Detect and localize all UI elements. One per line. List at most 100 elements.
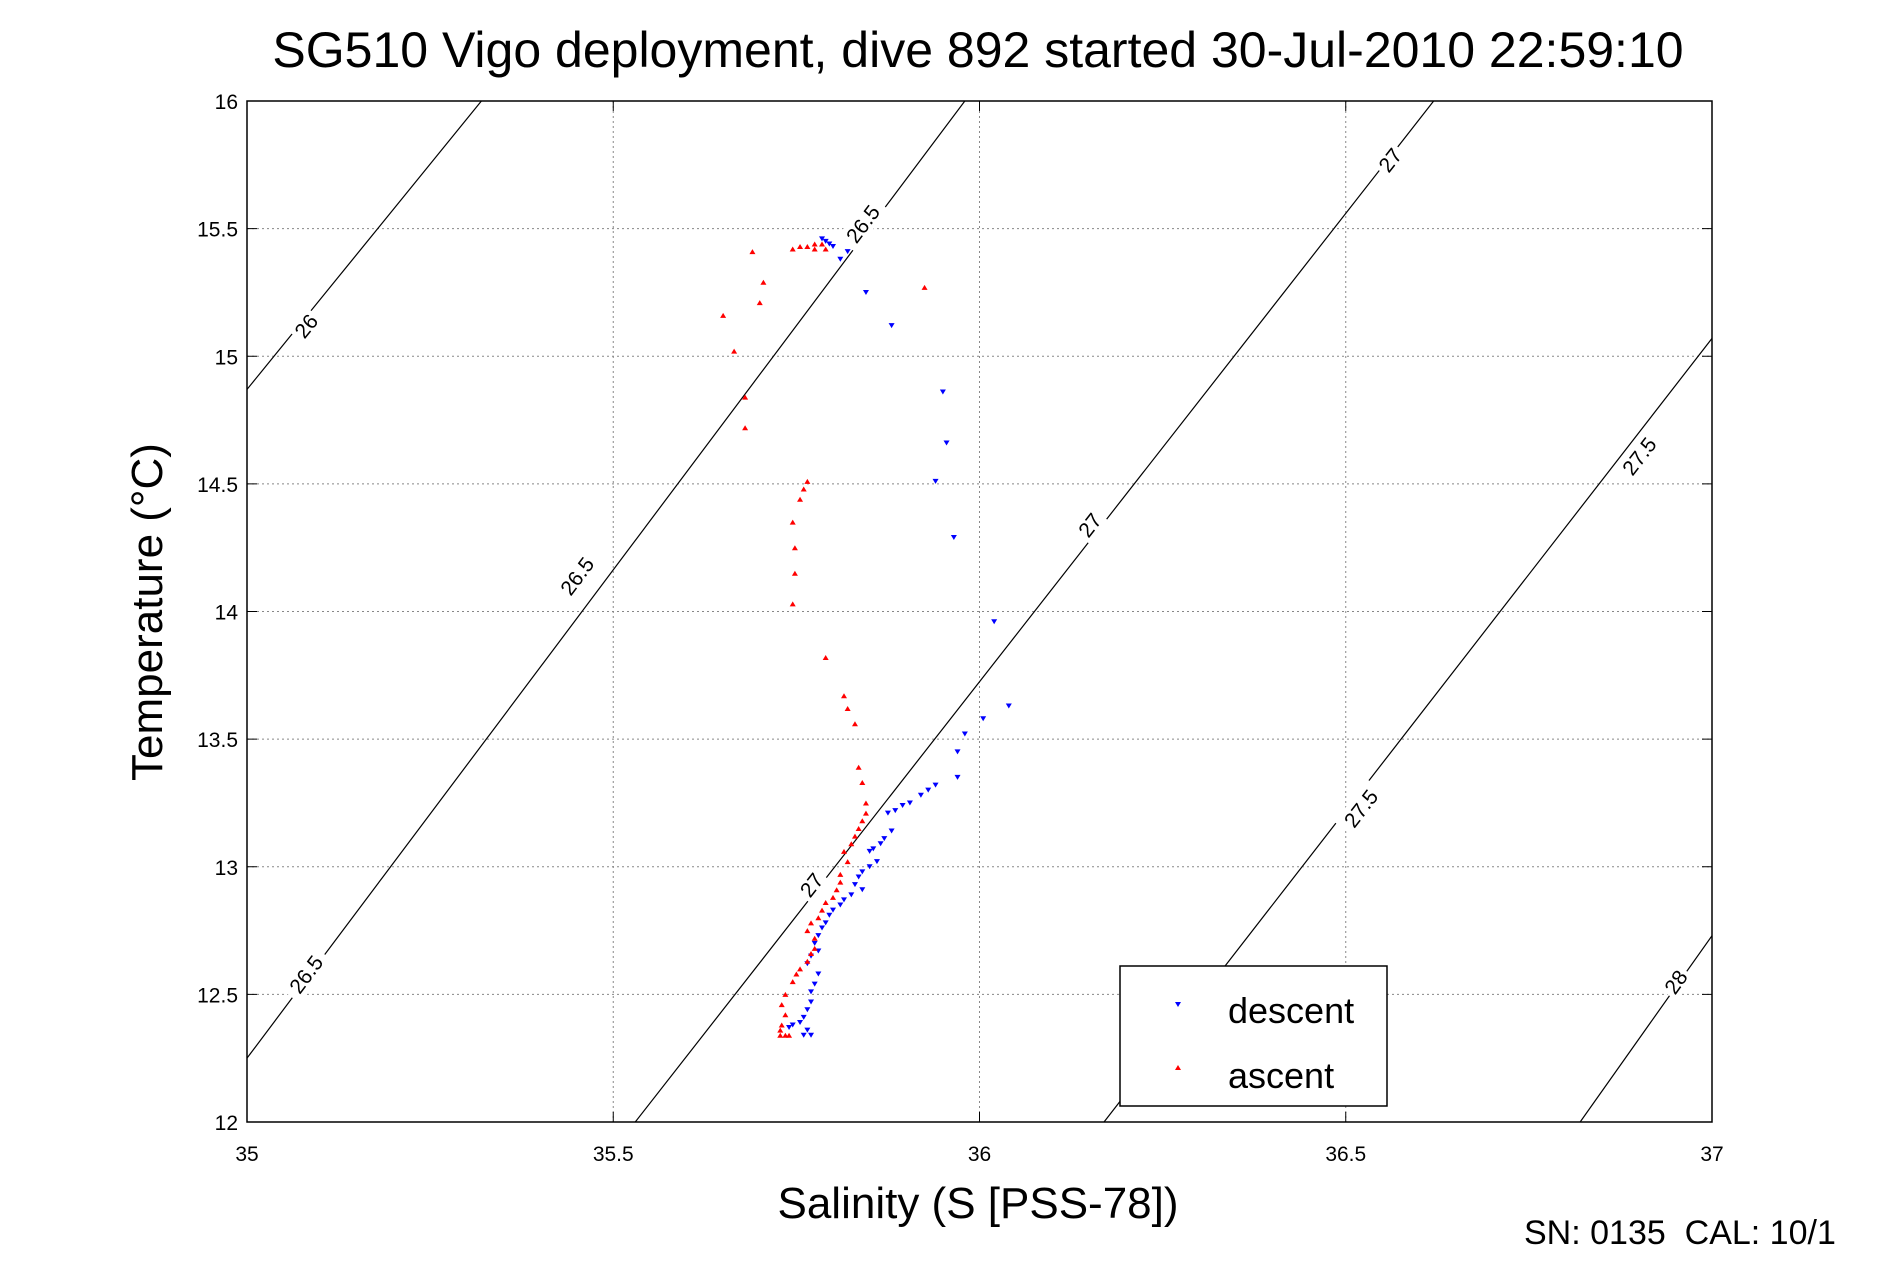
y-axis-label: Temperature (°C) <box>123 443 172 781</box>
isopycnal-label-bg <box>1371 140 1409 179</box>
ascent-point <box>778 1002 785 1008</box>
descent-point <box>939 389 946 395</box>
ascent-point <box>808 920 815 926</box>
ascent-point <box>782 1032 789 1038</box>
descent-point <box>906 800 913 806</box>
ascent-point <box>749 249 756 255</box>
legend: descent ascent <box>1119 965 1388 1107</box>
serial-calibration-footer: SN: 0135 CAL: 10/1 <box>1524 1214 1836 1252</box>
ascent-point <box>777 1032 784 1038</box>
isopycnal-label-bg <box>1070 505 1109 544</box>
ascent-point <box>804 478 811 484</box>
isopycnal-label-bg <box>836 194 889 253</box>
y-tick-label: 14.5 <box>197 474 238 497</box>
ascent-point <box>855 764 862 770</box>
ascent-point <box>760 279 767 285</box>
descent-point <box>980 716 987 722</box>
descent-point <box>888 828 895 834</box>
descent-point <box>859 869 866 875</box>
ascent-point <box>837 879 844 885</box>
isopycnal-label-bg <box>1612 427 1665 485</box>
ascent-point <box>840 848 847 854</box>
descent-point <box>954 749 961 755</box>
ascent-point <box>777 1027 784 1033</box>
axis-ticks: 35 35.5 36 36.5 37 12 12.5 13 13.5 14 14.5 15 15.5 16 <box>197 91 1724 1166</box>
x-axis-label: Salinity (S [PSS-78]) <box>777 1179 1178 1228</box>
descent-point <box>848 892 855 898</box>
descent-point <box>925 787 932 793</box>
isopycnal-label-bg <box>286 306 325 345</box>
ascent-point <box>819 907 826 913</box>
isopycnal-label-bg <box>792 865 830 904</box>
x-tick-label: 35 <box>235 1143 258 1166</box>
descent-point <box>800 1032 807 1038</box>
descent-point <box>804 1027 811 1033</box>
descent-point <box>943 440 950 446</box>
descent-point <box>961 731 968 737</box>
ascent-point <box>822 246 829 252</box>
descent-point <box>862 289 869 295</box>
descent-point <box>866 848 873 854</box>
ascent-point <box>804 928 811 934</box>
descent-point <box>830 907 836 913</box>
ascent-point <box>791 545 798 551</box>
ascent-point <box>811 241 818 247</box>
ascent-point <box>797 966 804 972</box>
ascent-point <box>720 312 727 318</box>
ascent-point <box>921 284 928 290</box>
ascent-point <box>848 841 855 847</box>
descent-point <box>811 981 818 987</box>
ascent-point <box>789 601 796 607</box>
ascent-series <box>720 241 928 1038</box>
ascent-point <box>789 519 796 525</box>
descent-point <box>917 792 924 798</box>
descent-point <box>826 241 833 247</box>
ascent-point <box>844 859 851 865</box>
ascent-point <box>859 780 866 786</box>
ascent-point <box>731 348 738 354</box>
descent-point <box>840 897 847 903</box>
descent-point <box>808 989 815 995</box>
descent-point <box>932 478 939 484</box>
descent-point <box>855 874 862 880</box>
descent-point <box>819 236 826 242</box>
descent-point <box>870 846 877 852</box>
descent-point <box>808 999 815 1005</box>
ascent-point <box>808 951 815 957</box>
ascent-point <box>811 945 818 951</box>
descent-point <box>815 971 822 977</box>
descent-point <box>811 940 818 946</box>
ascent-point <box>797 496 804 502</box>
y-tick-label: 15.5 <box>197 219 238 242</box>
ascent-point <box>837 871 844 877</box>
descent-point <box>932 782 939 788</box>
ascent-point <box>800 486 807 492</box>
y-tick-label: 14 <box>215 602 239 625</box>
descent-point <box>830 243 836 249</box>
ascent-point <box>804 958 811 964</box>
y-tick-label: 12.5 <box>197 984 238 1007</box>
descent-point <box>819 925 826 931</box>
isopycnal-line <box>634 101 1435 1122</box>
descent-point <box>822 920 829 926</box>
descent-point <box>892 808 899 814</box>
density-contours <box>247 101 1712 1122</box>
ascent-point <box>742 394 749 400</box>
descent-point <box>950 534 957 540</box>
isopycnal-line <box>1579 935 1712 1122</box>
y-tick-label: 12 <box>215 1112 238 1135</box>
descent-point <box>954 774 961 780</box>
descent-point <box>837 256 844 262</box>
ascent-point <box>811 246 818 252</box>
ascent-point <box>822 899 829 905</box>
ascent-point <box>859 818 866 824</box>
ascent-point <box>851 721 858 727</box>
legend-descent-marker <box>1175 1002 1181 1007</box>
descent-point <box>808 1032 815 1038</box>
descent-point <box>866 864 873 870</box>
descent-series <box>786 236 1012 1038</box>
ascent-point <box>756 300 763 306</box>
legend-ascent-marker <box>1175 1065 1181 1070</box>
ascent-point <box>742 425 749 431</box>
descent-point <box>789 1022 796 1028</box>
